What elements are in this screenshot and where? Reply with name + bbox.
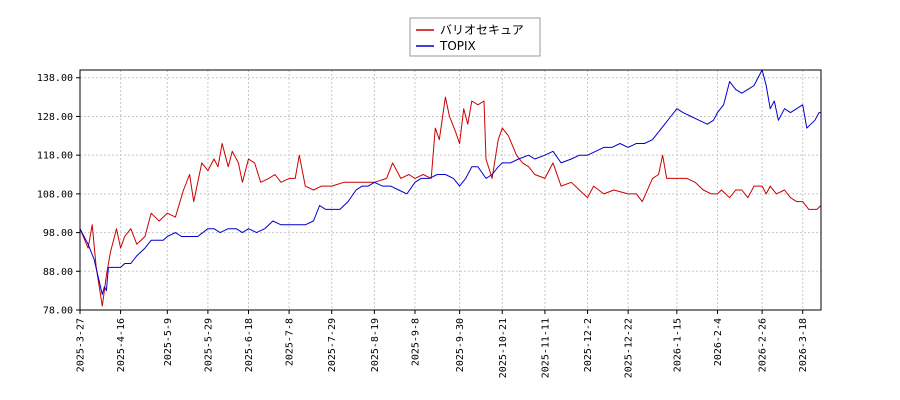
- series-lines: [79, 69, 822, 307]
- y-tick-label: 118.00: [37, 151, 73, 162]
- x-tick-label: 2025-5-9: [163, 318, 174, 366]
- x-tick-label: 2025-7-8: [285, 318, 296, 366]
- x-tick-label: 2025-12-22: [624, 318, 635, 378]
- series-line-variosecure: [79, 96, 822, 307]
- x-tick-label: 2025-9-8: [410, 318, 421, 366]
- x-tick-label: 2025-5-29: [203, 318, 214, 372]
- x-tick-label: 2025-11-11: [540, 318, 551, 378]
- legend-label-variosecure: バリオセキュア: [440, 23, 524, 37]
- y-tick-label: 78.00: [43, 306, 73, 317]
- x-tick-label: 2025-7-29: [327, 318, 338, 372]
- x-tick-label: 2025-8-19: [370, 318, 381, 372]
- x-tick-label: 2026-1-15: [672, 318, 683, 372]
- x-tick-label: 2026-2-4: [713, 318, 724, 366]
- y-tick-label: 108.00: [37, 189, 73, 200]
- legend: バリオセキュア TOPIX: [409, 17, 541, 57]
- series-line-topix: [79, 69, 821, 295]
- y-tick-label: 128.00: [37, 112, 73, 123]
- plot-frame: [79, 69, 822, 311]
- x-tick-label: 2025-4-16: [116, 318, 127, 372]
- y-tick-label: 138.00: [37, 73, 73, 84]
- x-tick-label: 2025-12-2: [583, 318, 594, 372]
- y-tick-label: 88.00: [43, 267, 73, 278]
- axis-ticks: 78.00 88.00 98.00 108.00 118.00 128.00 138.00 2…: [37, 73, 809, 378]
- x-tick-label: 2025-3-27: [76, 318, 87, 372]
- x-tick-label: 2025-6-18: [244, 318, 255, 372]
- legend-box: [409, 17, 541, 57]
- x-tick-label: 2026-3-18: [798, 318, 809, 372]
- x-tick-label: 2026-2-26: [758, 318, 769, 372]
- x-tick-label: 2025-10-21: [498, 318, 509, 378]
- x-tick-label: 2025-9-30: [455, 318, 466, 372]
- y-tick-label: 98.00: [43, 228, 73, 239]
- legend-label-topix: TOPIX: [439, 39, 476, 53]
